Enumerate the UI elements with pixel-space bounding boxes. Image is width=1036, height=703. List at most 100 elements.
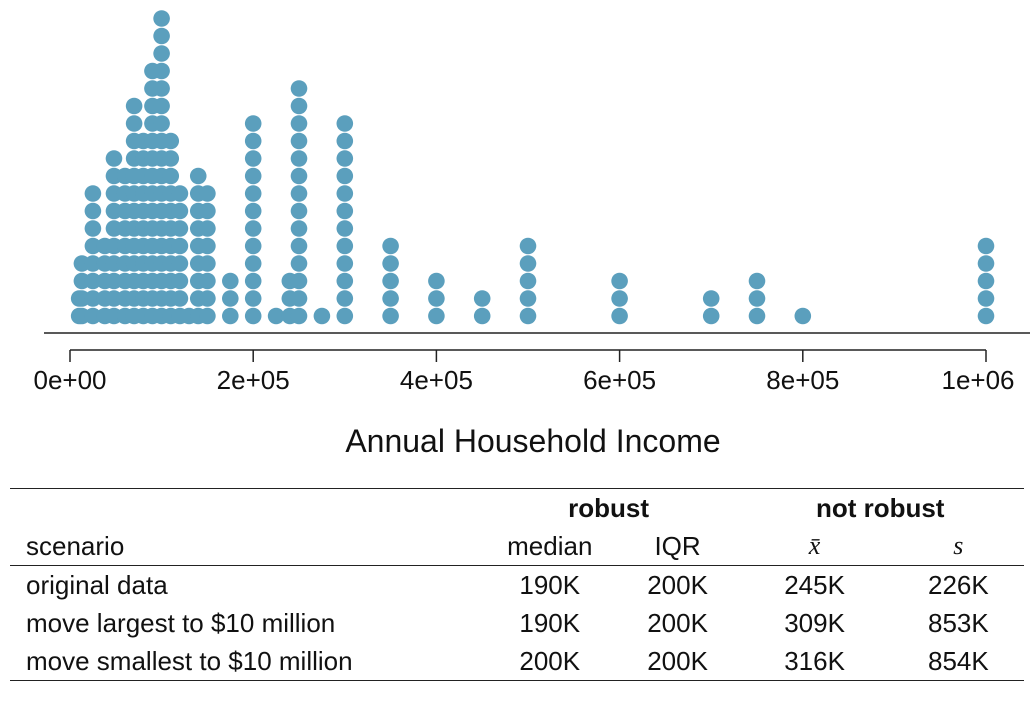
data-dot [171, 290, 189, 307]
data-dot [748, 290, 766, 307]
data-dot [153, 62, 170, 80]
data-dot [199, 307, 216, 325]
data-dot [290, 80, 308, 97]
x-tick-label: 6e+05 [583, 365, 656, 395]
cell-sd: 854K [892, 642, 1024, 681]
table-group-header-row: robust not robust [10, 488, 1024, 527]
table-row: move smallest to $10 million 200K 200K 3… [10, 642, 1024, 681]
dot-plot: 0e+00 2e+05 4e+05 6e+05 8e+05 1e+06 Annual Ho… [33, 10, 1030, 459]
data-dot [977, 255, 995, 272]
data-dot [290, 255, 308, 272]
cell-sd: 853K [927, 607, 989, 638]
data-dot [428, 307, 445, 325]
header-iqr: IQR [618, 527, 737, 566]
data-dot [382, 255, 399, 272]
data-dot [244, 255, 262, 272]
data-dot [382, 307, 399, 325]
cell-mean: 316K [736, 642, 893, 681]
data-dot [222, 272, 239, 290]
data-dot [702, 307, 720, 325]
data-dot [244, 185, 262, 202]
data-dot [794, 307, 812, 325]
data-dot [290, 307, 308, 325]
data-dot [473, 290, 491, 307]
data-dot [313, 307, 331, 325]
data-dot [84, 290, 102, 307]
data-dot [290, 132, 308, 150]
data-dot [428, 290, 445, 307]
data-dot [382, 237, 399, 255]
data-dot [153, 115, 170, 132]
table-row: original data 190K 200K 245K 226K [10, 566, 1024, 605]
dot-layer [70, 10, 995, 325]
data-dot [977, 272, 995, 290]
data-dot [199, 290, 216, 307]
data-dot [977, 290, 995, 307]
data-dot [244, 202, 262, 220]
data-dot [244, 237, 262, 255]
data-dot [244, 307, 262, 325]
header-scenario: scenario [10, 527, 481, 566]
x-tick-label: 2e+05 [217, 365, 290, 395]
data-dot [153, 97, 170, 115]
data-dot [611, 307, 628, 325]
data-dot [153, 10, 170, 27]
data-dot [199, 272, 216, 290]
x-axis-title: Annual Household Income [345, 423, 720, 459]
data-dot [171, 237, 189, 255]
data-dot [125, 115, 143, 132]
data-dot [336, 132, 354, 150]
data-dot [290, 202, 308, 220]
cell-scenario: move smallest to $10 million [10, 642, 481, 681]
data-dot [382, 290, 399, 307]
data-dot [611, 272, 628, 290]
group-robust-label: robust [480, 488, 737, 527]
data-dot [222, 307, 239, 325]
data-dot [336, 115, 354, 132]
cell-mean: 245K [784, 569, 845, 600]
data-dot [189, 167, 207, 185]
data-dot [977, 237, 995, 255]
data-dot [290, 185, 308, 202]
cell-median: 190K [519, 607, 581, 638]
data-dot [222, 290, 239, 307]
header-median: median [480, 527, 619, 566]
data-dot [153, 80, 170, 97]
cell-iqr: 200K [647, 607, 708, 638]
data-dot [336, 237, 354, 255]
data-dot [336, 255, 354, 272]
data-dot [519, 290, 537, 307]
x-axis-ticks: 0e+00 2e+05 4e+05 6e+05 8e+05 1e+06 [33, 350, 1015, 395]
data-dot [199, 202, 216, 220]
data-dot [290, 220, 308, 237]
cell-median: 190K [519, 569, 581, 600]
data-dot [171, 255, 189, 272]
cell-iqr: 200K [647, 569, 708, 600]
data-dot [84, 237, 102, 255]
data-dot [336, 220, 354, 237]
robustness-table: robust not robust scenario median IQR x̄… [10, 488, 1024, 681]
data-dot [336, 272, 354, 290]
cell-scenario: move largest to $10 million [26, 607, 336, 638]
data-dot [336, 290, 354, 307]
data-dot [428, 272, 445, 290]
data-dot [199, 185, 216, 202]
data-dot [336, 202, 354, 220]
data-dot [84, 255, 102, 272]
data-dot [382, 272, 399, 290]
cell-scenario: original data [26, 569, 168, 600]
data-dot [153, 27, 170, 45]
data-dot [84, 220, 102, 237]
data-dot [105, 150, 123, 167]
data-dot [84, 202, 102, 220]
header-sd: s [892, 527, 1024, 566]
data-dot [162, 167, 180, 185]
data-dot [162, 132, 180, 150]
data-dot [199, 255, 216, 272]
table-row: move largest to $10 million 190K 200K 30… [10, 604, 1024, 642]
data-dot [748, 307, 766, 325]
data-dot [199, 237, 216, 255]
data-dot [267, 307, 285, 325]
data-dot [519, 272, 537, 290]
data-dot [611, 290, 628, 307]
